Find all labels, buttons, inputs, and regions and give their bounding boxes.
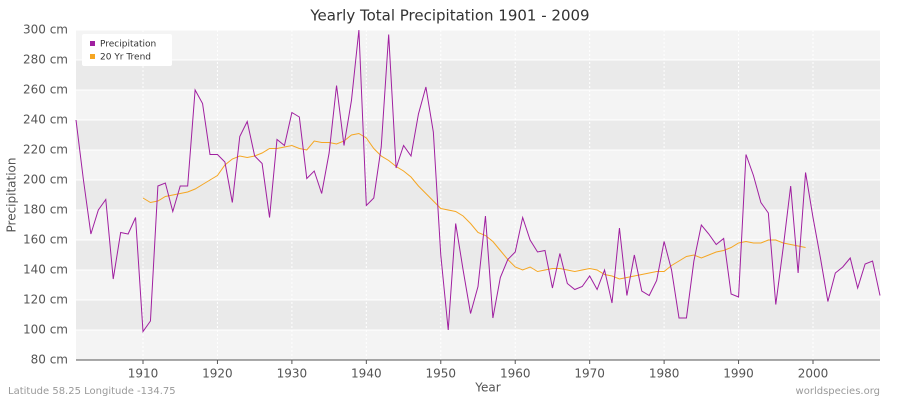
y-tick-label: 140 cm [23,263,68,277]
y-tick-label: 280 cm [23,53,68,67]
y-tick-label: 160 cm [23,233,68,247]
x-tick-label: 1930 [277,367,308,381]
x-tick-label: 1920 [202,367,233,381]
x-tick-label: 1950 [426,367,457,381]
grid-band [76,60,880,90]
grid-band [76,300,880,330]
legend-label: 20 Yr Trend [100,53,151,63]
x-tick-label: 1910 [128,367,159,381]
legend-label: Precipitation [100,40,156,50]
footer-location: Latitude 58.25 Longitude -134.75 [8,386,176,397]
y-tick-label: 260 cm [23,83,68,97]
legend-swatch [90,41,95,46]
y-tick-label: 120 cm [23,293,68,307]
x-axis-label: Year [474,381,500,395]
grid-band [76,180,880,210]
x-tick-label: 1990 [723,367,754,381]
x-tick-label: 2000 [798,367,829,381]
y-axis-label: Precipitation [5,157,19,232]
y-tick-label: 300 cm [23,23,68,37]
legend-swatch [90,54,95,59]
x-tick-label: 1980 [649,367,680,381]
y-tick-label: 200 cm [23,173,68,187]
y-tick-label: 100 cm [23,323,68,337]
series-line [75,29,881,333]
x-tick-label: 1970 [574,367,605,381]
y-tick-label: 240 cm [23,113,68,127]
x-tick-label: 1960 [500,367,531,381]
y-tick-label: 80 cm [31,353,68,367]
grid-band [76,240,880,270]
x-tick-label: 1940 [351,367,382,381]
y-tick-label: 180 cm [23,203,68,217]
chart-title: Yearly Total Precipitation 1901 - 2009 [309,7,589,25]
grid-band [76,120,880,150]
legend-box [82,34,172,66]
y-tick-label: 220 cm [23,143,68,157]
footer-source: worldspecies.org [796,386,880,397]
